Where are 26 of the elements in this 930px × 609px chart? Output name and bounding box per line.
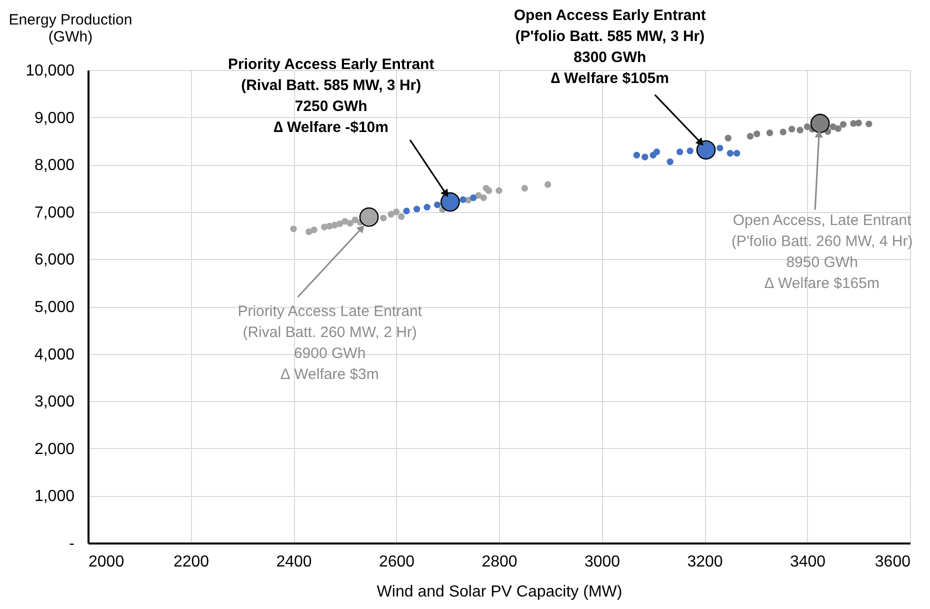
y-tick-label: 5,000 <box>34 299 75 316</box>
x-tick-label: 2000 <box>88 554 124 570</box>
x-tick-label: 2600 <box>378 554 415 570</box>
annotation: Open Access Early Entrant (P'folio Batt. 585 MW, 3 Hr) 8300 GWh ∆ Welfare $105m <box>514 6 706 87</box>
annotation: Priority Access Early Entrant (Rival Batt. 585 MW, 3 Hr) 7250 GWh ∆ Welfare -$10m <box>228 56 434 136</box>
y-tick-label: 1,000 <box>34 488 75 506</box>
y-tick-label: 4,000 <box>34 346 75 364</box>
x-tick-label: 2200 <box>173 554 210 570</box>
y-tick-label: 3,000 <box>34 394 75 411</box>
x-tick-label: 2400 <box>276 554 312 570</box>
y-tick-label: 7,000 <box>34 204 75 222</box>
y-tick-label: 9,000 <box>34 110 75 127</box>
annotation: Open Access, Late Entrant (P'folio Batt. 260 MW, 4 Hr) 8950 GWh ∆ Welfare $165m <box>731 212 913 292</box>
y-tick-label: - <box>69 536 74 552</box>
annotation: Priority Access Late Entrant (Rival Batt. 260 MW, 2 Hr) 6900 GWh ∆ Welfare $3m <box>238 302 423 383</box>
y-tick-label: 2,000 <box>34 440 75 458</box>
x-tick-label: 3600 <box>874 554 911 570</box>
y-tick-label: 8,000 <box>34 157 75 174</box>
x-tick-label: 3000 <box>584 554 620 570</box>
x-tick-label: 3400 <box>790 554 826 570</box>
x-axis-title: Wind and Solar PV Capacity (MW) <box>376 584 622 600</box>
x-tick-label: 3200 <box>687 554 723 570</box>
y-axis-title: Energy Production (GWh) <box>8 12 132 46</box>
y-tick-label: 6,000 <box>34 252 75 269</box>
y-tick-label: 10,000 <box>26 62 75 80</box>
x-tick-label: 2800 <box>482 554 518 570</box>
